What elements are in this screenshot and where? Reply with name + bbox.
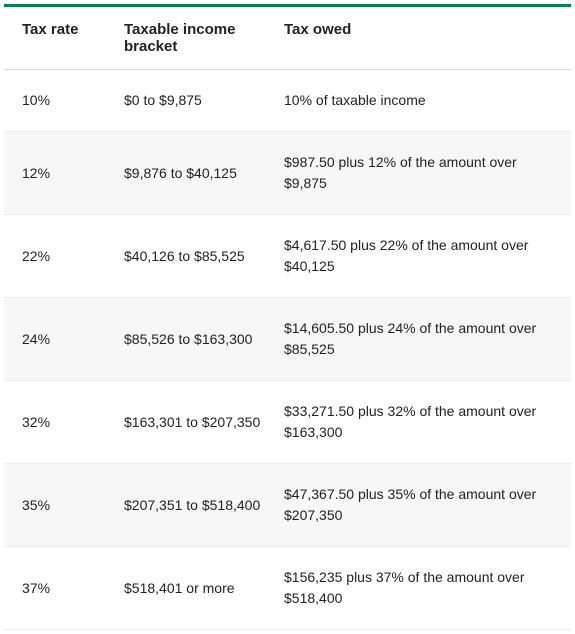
cell-rate: 12%	[4, 132, 114, 215]
cell-rate: 22%	[4, 215, 114, 298]
table-row: 12% $9,876 to $40,125 $987.50 plus 12% o…	[4, 132, 571, 215]
cell-owed: $33,271.50 plus 32% of the amount over $…	[274, 381, 571, 464]
table-row: 24% $85,526 to $163,300 $14,605.50 plus …	[4, 298, 571, 381]
table-header-row: Tax rate Taxable income bracket Tax owed	[4, 6, 571, 70]
cell-owed: $14,605.50 plus 24% of the amount over $…	[274, 298, 571, 381]
cell-rate: 10%	[4, 70, 114, 132]
table-row: 22% $40,126 to $85,525 $4,617.50 plus 22…	[4, 215, 571, 298]
cell-rate: 35%	[4, 464, 114, 547]
cell-rate: 37%	[4, 547, 114, 630]
table-row: 35% $207,351 to $518,400 $47,367.50 plus…	[4, 464, 571, 547]
cell-bracket: $518,401 or more	[114, 547, 274, 630]
cell-bracket: $0 to $9,875	[114, 70, 274, 132]
cell-owed: $156,235 plus 37% of the amount over $51…	[274, 547, 571, 630]
table-row: 37% $518,401 or more $156,235 plus 37% o…	[4, 547, 571, 630]
table-row: 10% $0 to $9,875 10% of taxable income	[4, 70, 571, 132]
cell-rate: 32%	[4, 381, 114, 464]
cell-bracket: $85,526 to $163,300	[114, 298, 274, 381]
col-header-bracket: Taxable income bracket	[114, 6, 274, 70]
cell-owed: 10% of taxable income	[274, 70, 571, 132]
tax-bracket-table: Tax rate Taxable income bracket Tax owed…	[4, 4, 571, 630]
table-row: 32% $163,301 to $207,350 $33,271.50 plus…	[4, 381, 571, 464]
col-header-rate: Tax rate	[4, 6, 114, 70]
cell-bracket: $40,126 to $85,525	[114, 215, 274, 298]
cell-owed: $987.50 plus 12% of the amount over $9,8…	[274, 132, 571, 215]
cell-owed: $4,617.50 plus 22% of the amount over $4…	[274, 215, 571, 298]
col-header-owed: Tax owed	[274, 6, 571, 70]
cell-bracket: $9,876 to $40,125	[114, 132, 274, 215]
cell-owed: $47,367.50 plus 35% of the amount over $…	[274, 464, 571, 547]
cell-rate: 24%	[4, 298, 114, 381]
cell-bracket: $163,301 to $207,350	[114, 381, 274, 464]
cell-bracket: $207,351 to $518,400	[114, 464, 274, 547]
